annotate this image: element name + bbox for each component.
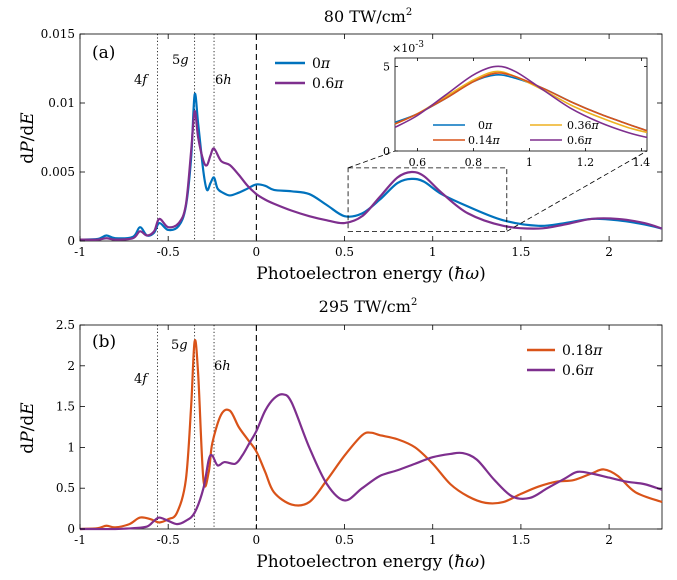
orbital-label-5g-b: 5g (171, 338, 188, 353)
panel-b-x-tick-label: 1.5 (511, 533, 530, 547)
inset-legend-label-0-14pi: 0.14π (468, 134, 501, 147)
inset-x-tick-label: 1.4 (633, 156, 651, 169)
panel-a-x-ticks: -1 -0.5 0 0.5 1 1.5 2 (74, 34, 613, 259)
panel-a-y-tick-label: 0.005 (41, 165, 75, 179)
panel-a-axes-box (79, 33, 663, 242)
panel-b-y-tick-label: 0 (67, 522, 75, 536)
panel-b-y-tick-label: 2 (67, 359, 75, 373)
panel-b-x-axis-label: Photoelectron energy (ħω) (256, 552, 486, 572)
panel-a: 80 TW/cm2 -1 -0.5 0 0.5 1 1.5 2 0 0.005 0.01 0.01… (18, 7, 663, 284)
panel-b-series-1 (79, 393, 663, 531)
panel-b-x-tick-label: 2 (605, 533, 613, 547)
panel-a-label: (a) (92, 43, 115, 63)
panel-b-y-axis-label: dP/dE (18, 402, 38, 454)
panel-b-series-group (79, 339, 663, 531)
panel-a-title: 80 TW/cm2 (324, 7, 412, 26)
inset-y-ticks: 05 (383, 60, 647, 158)
panel-a-y-ticks: 0 0.005 0.01 0.015 (41, 27, 662, 248)
panel-a-y-axis-label: dP/dE (18, 112, 38, 164)
panel-a-series-1 (79, 110, 663, 241)
inset-y-tick-label: 0 (383, 145, 390, 158)
panel-b-reference-lines (157, 325, 257, 529)
panel-a-x-tick-label: 1.5 (511, 245, 530, 259)
inset-y-multiplier: ×10-3 (392, 40, 424, 55)
panel-b-x-tick-label: -0.5 (157, 533, 180, 547)
panel-b-x-ticks: -1 -0.5 0 0.5 1 1.5 2 (74, 325, 613, 547)
inset-x-tick-label: 1 (526, 156, 533, 169)
panel-a-y-tick-label: 0.01 (48, 96, 75, 110)
panel-b-orbital-labels: 4f 5g 6h (134, 338, 231, 387)
panel-b-y-ticks: 0 0.5 1 1.5 2 2.5 (56, 318, 662, 536)
inset-x-ticks: 0.6 0.8 1 1.2 1.4 (409, 58, 651, 169)
panel-a-legend: 0π 0.6π (275, 56, 344, 92)
zoom-connector-left (347, 150, 396, 169)
orbital-label-4f-b: 4f (134, 372, 149, 387)
panel-a-orbital-labels: 4f 5g 6h (134, 53, 232, 88)
panel-b-x-tick-label: 0.5 (335, 533, 354, 547)
panel-a-y-tick-label: 0 (67, 234, 75, 248)
panel-b-y-tick-label: 2.5 (56, 318, 75, 332)
panel-b-title: 295 TW/cm2 (319, 297, 418, 316)
legend-label-0-6pi-b: 0.6π (562, 363, 594, 379)
panel-a-x-tick-label: 0.5 (335, 245, 354, 259)
legend-label-0pi: 0π (312, 56, 331, 72)
inset-legend-label-0-6pi: 0.6π (567, 134, 593, 147)
legend-label-0-6pi: 0.6π (312, 76, 344, 92)
inset-legend-label-0pi: 0π (478, 119, 493, 132)
panel-a-y-tick-label: 0.015 (41, 27, 75, 41)
inset-x-tick-label: 0.6 (409, 156, 427, 169)
panel-b: 295 TW/cm2 -1 -0.5 0 0.5 1 1.5 2 00.511.522.5 … (18, 297, 663, 572)
inset-legend-label-0-36pi: 0.36π (567, 119, 600, 132)
inset-series-2 (394, 72, 648, 132)
inset-y-tick-label: 5 (383, 60, 390, 73)
inset-x-tick-label: 0.8 (465, 156, 483, 169)
panel-b-label: (b) (92, 332, 116, 352)
panel-a-x-tick-label: -0.5 (157, 245, 180, 259)
panel-b-x-tick-label: 1 (429, 533, 437, 547)
inset-x-tick-label: 1.2 (577, 156, 595, 169)
panel-b-axes-box (79, 324, 663, 530)
zoom-box (347, 167, 508, 232)
panel-b-y-tick-label: 0.5 (56, 481, 75, 495)
inset-series-group (394, 65, 648, 139)
panel-a-zoom-indicator (347, 150, 648, 232)
orbital-label-4f: 4f (134, 73, 149, 88)
panel-a-reference-lines (157, 34, 257, 241)
legend-label-0-18pi: 0.18π (562, 343, 603, 359)
inset: 0.6 0.8 1 1.2 1.4 05 ×10-3 0π 0.36π 0.14π 0.… (383, 40, 650, 169)
orbital-label-5g: 5g (172, 53, 189, 68)
inset-legend: 0π 0.36π 0.14π 0.6π (433, 119, 600, 147)
panel-b-x-tick-label: 0 (253, 533, 261, 547)
panel-a-x-tick-label: -1 (74, 245, 86, 259)
zoom-connector-right (506, 150, 648, 232)
panel-a-x-tick-label: 2 (605, 245, 613, 259)
panel-a-x-tick-label: 1 (429, 245, 437, 259)
orbital-label-6h-b: 6h (214, 359, 231, 374)
panel-a-series-group (79, 92, 663, 241)
inset-background (394, 57, 648, 152)
panel-a-x-tick-label: 0 (253, 245, 261, 259)
panel-b-y-tick-label: 1 (67, 440, 75, 454)
panel-b-x-tick-label: -1 (74, 533, 86, 547)
panel-b-y-tick-label: 1.5 (56, 400, 75, 414)
inset-series-3 (394, 65, 648, 139)
orbital-label-6h: 6h (215, 73, 232, 88)
panel-b-legend: 0.18π 0.6π (527, 343, 603, 379)
panel-a-x-axis-label: Photoelectron energy (ħω) (256, 264, 486, 284)
